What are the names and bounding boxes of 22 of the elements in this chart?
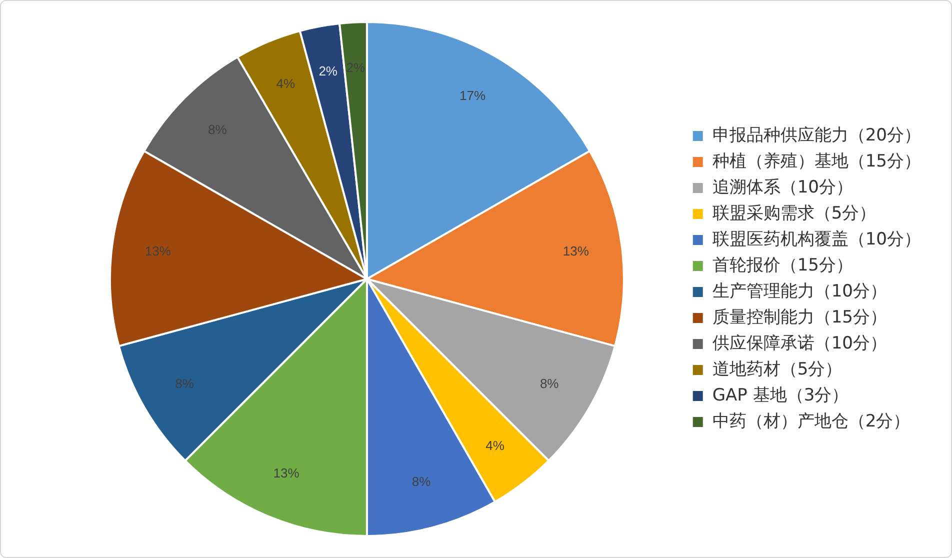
legend-label: 供应保障承诺（10分） [712, 333, 888, 354]
legend-label: 生产管理能力（10分） [712, 281, 888, 302]
legend-label: 联盟采购需求（5分） [712, 203, 876, 224]
data-label: 4% [486, 438, 505, 453]
legend-label: GAP 基地（3分） [712, 385, 849, 406]
legend-label: 联盟医药机构覆盖（10分） [712, 229, 922, 250]
data-label: 17% [459, 88, 486, 104]
legend-label: 中药（材）产地仓（2分） [712, 411, 910, 432]
data-label: 8% [175, 376, 194, 392]
data-label: 8% [412, 474, 432, 490]
data-label: 13% [273, 465, 300, 480]
legend-label: 质量控制能力（15分） [712, 307, 888, 328]
data-label: 13% [144, 244, 172, 259]
legend-label: 追溯体系（10分） [712, 177, 854, 198]
legend-label: 首轮报价（15分） [712, 255, 854, 276]
legend-label: 种植（养殖）基地（15分） [712, 151, 922, 172]
data-label: 8% [540, 376, 560, 392]
legend-label: 道地药材（5分） [712, 359, 842, 380]
data-label: 2% [318, 63, 338, 78]
data-label: 4% [276, 76, 296, 92]
data-label: 13% [562, 244, 590, 259]
legend-label: 申报品种供应能力（20分） [712, 125, 922, 146]
